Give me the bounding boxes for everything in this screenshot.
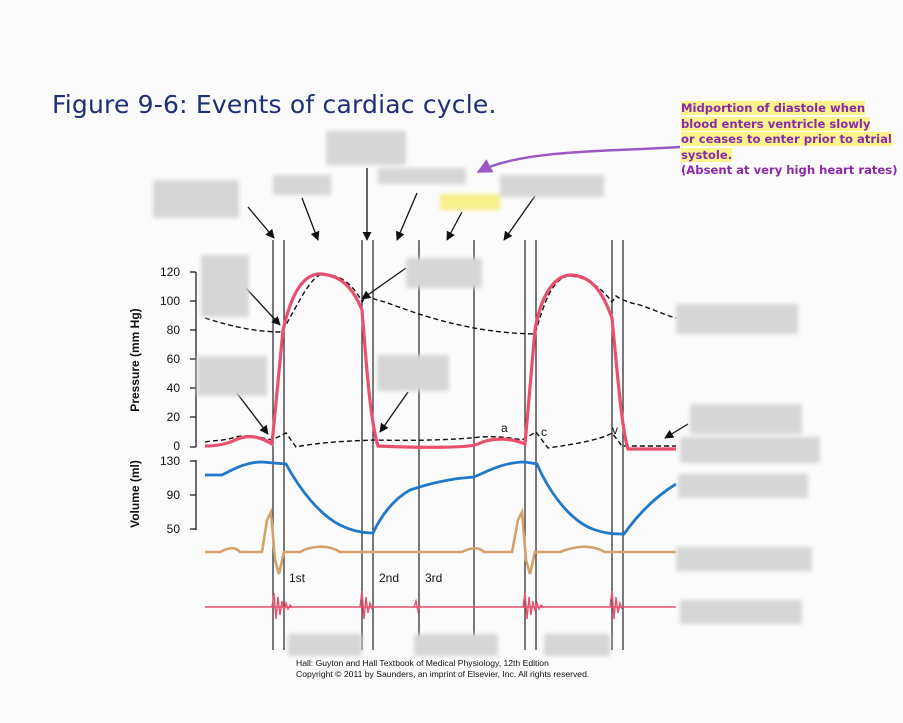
- redacted-label-9: [197, 356, 267, 396]
- redacted-label-15: [676, 547, 812, 571]
- redacted-label-14: [678, 474, 808, 498]
- sound-3rd: 3rd: [425, 571, 442, 585]
- redacted-label-16: [680, 600, 802, 624]
- redacted-label-11: [676, 304, 798, 334]
- redacted-label-17: [288, 634, 362, 656]
- wave-c: c: [541, 425, 547, 439]
- v-tick-90: 90: [167, 488, 181, 502]
- purple-arrow-icon: [476, 145, 681, 174]
- aortic-pressure-curve: [204, 273, 677, 335]
- sound-2nd: 2nd: [379, 571, 399, 585]
- note-line-4: systole.: [681, 147, 733, 162]
- ventricular-pressure-curve: [204, 272, 676, 451]
- redacted-label-2: [153, 180, 239, 218]
- redacted-label-6: [440, 194, 500, 210]
- pointer-arrows: [235, 168, 689, 439]
- figure-title: Figure 9-6: Events of cardiac cycle.: [52, 90, 497, 119]
- credit-line-1: Hall: Guyton and Hall Textbook of Medica…: [296, 658, 549, 668]
- redacted-label-1: [326, 131, 406, 165]
- p-tick-100: 100: [160, 294, 180, 308]
- p-tick-0: 0: [173, 439, 180, 453]
- diastasis-note: Midportion of diastole when blood enters…: [681, 101, 903, 179]
- redacted-label-10: [377, 355, 449, 391]
- figure-credit: Hall: Guyton and Hall Textbook of Medica…: [296, 658, 589, 680]
- pressure-axis-label: Pressure (mm Hg): [128, 308, 142, 411]
- redacted-label-18: [414, 634, 498, 656]
- p-tick-60: 60: [167, 352, 181, 366]
- note-line-1: Midportion of diastole when: [681, 101, 866, 115]
- p-tick-20: 20: [167, 410, 181, 424]
- pressure-axis: 120 100 80 60 40 20 0 Pressure (mm Hg): [128, 265, 197, 453]
- redacted-label-4: [378, 168, 466, 184]
- redacted-labels: [153, 131, 820, 656]
- wave-a: a: [501, 421, 508, 435]
- redacted-label-5: [500, 175, 604, 197]
- p-tick-120: 120: [160, 265, 180, 279]
- redacted-label-19: [544, 634, 610, 656]
- ecg-trace: [205, 507, 676, 575]
- redacted-label-3: [273, 175, 331, 195]
- atrial-pressure-curve: [204, 431, 676, 449]
- ventricular-volume-curve: [205, 460, 677, 536]
- note-line-2: blood enters ventricle slowly: [681, 116, 871, 131]
- redacted-label-8: [406, 258, 482, 288]
- sound-1st: 1st: [289, 571, 306, 585]
- note-line-3: or ceases to enter prior to atrial: [681, 132, 892, 147]
- wave-v: v: [612, 423, 618, 437]
- credit-line-2: Copyright © 2011 by Saunders, an imprint…: [296, 669, 590, 679]
- redacted-label-12: [690, 404, 802, 434]
- p-tick-40: 40: [167, 381, 181, 395]
- redacted-label-13: [680, 437, 820, 463]
- redacted-label-7: [201, 255, 249, 317]
- volume-axis: 130 90 50 Volume (ml): [128, 454, 197, 536]
- v-tick-130: 130: [160, 454, 180, 468]
- volume-axis-label: Volume (ml): [128, 460, 142, 528]
- note-line-5: (Absent at very high heart rates): [681, 163, 898, 178]
- v-tick-50: 50: [167, 522, 181, 536]
- phonocardiogram: [205, 590, 676, 620]
- p-tick-80: 80: [167, 323, 181, 337]
